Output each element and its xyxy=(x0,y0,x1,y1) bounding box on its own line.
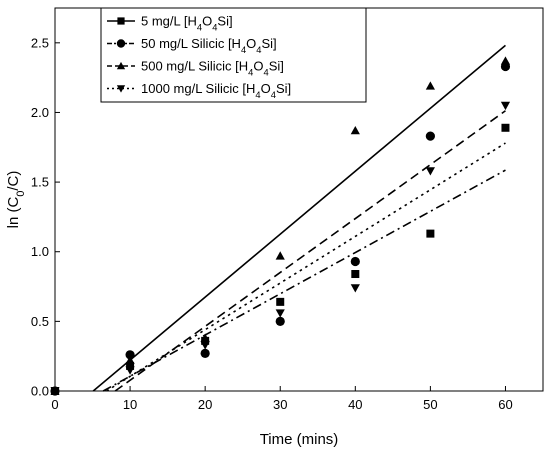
text-part: 500 mg/L Silicic [H xyxy=(141,59,248,74)
text-part: O xyxy=(246,36,256,51)
text-part: 4 xyxy=(256,45,261,55)
data-point-square xyxy=(276,297,285,306)
text-part: 4 xyxy=(212,23,217,33)
y-axis-title: ln (C0/C) xyxy=(5,171,27,229)
text-part: O xyxy=(253,59,263,74)
text-part: Si] xyxy=(276,81,291,96)
y-tick-label: 0.5 xyxy=(31,314,49,329)
x-tick-label: 0 xyxy=(51,397,58,412)
y-axis-ticks: 0.0 0.5 1.0 1.5 2.0 2.5 xyxy=(31,35,60,399)
data-point-triangle-up xyxy=(275,251,285,260)
data-point-triangle-up xyxy=(116,61,126,70)
y-tick-label: 1.5 xyxy=(31,175,49,190)
legend-entry-label: 1000 mg/L Silicic [H4O4Si] xyxy=(141,81,291,100)
data-point-square xyxy=(501,123,510,132)
text-part: 50 mg/L Silicic [H xyxy=(141,36,241,51)
text-part: 4 xyxy=(241,45,246,55)
x-tick-label: 40 xyxy=(348,397,362,412)
data-point-triangle-up xyxy=(350,125,360,135)
y-tick-label: 2.0 xyxy=(31,105,49,120)
y-axis-title-part: ln (C xyxy=(5,197,22,229)
text-part: 5 mg/L [H xyxy=(141,14,197,29)
y-tick-label: 0.0 xyxy=(31,384,49,399)
x-tick-label: 60 xyxy=(498,397,512,412)
legend-box xyxy=(100,7,367,103)
data-point-circle xyxy=(116,39,126,48)
data-point-triangle-up xyxy=(425,81,435,90)
fit-lines xyxy=(92,44,506,392)
text-part: O xyxy=(261,81,271,96)
data-point-triangle-down xyxy=(200,341,210,350)
x-axis-ticks: 0 10 20 30 40 50 60 xyxy=(51,386,513,412)
data-point-circle xyxy=(350,256,360,267)
legend-entry-label: 500 mg/L Silicic [H4O4Si] xyxy=(141,59,284,78)
data-point-circle xyxy=(125,350,135,360)
data-point-triangle-up xyxy=(200,333,210,342)
data-point-triangle-down xyxy=(116,85,126,93)
fit-line xyxy=(106,142,506,392)
data-point-square xyxy=(117,17,125,25)
data-point-triangle-down xyxy=(350,284,360,293)
data-point-triangle-down xyxy=(125,366,135,375)
text-part: O xyxy=(202,14,212,29)
x-tick-label: 10 xyxy=(123,397,137,412)
data-point-triangle-up xyxy=(500,56,511,65)
text-part: Si] xyxy=(261,36,276,51)
text-part: 1000 mg/L Silicic [H xyxy=(141,81,255,96)
y-tick-label: 1.0 xyxy=(31,244,49,259)
y-tick-label: 2.5 xyxy=(31,35,49,50)
text-part: 4 xyxy=(271,90,276,100)
text-part: Si] xyxy=(217,14,232,29)
data-point-triangle-up xyxy=(125,355,135,365)
x-tick-label: 50 xyxy=(423,397,437,412)
text-part: 4 xyxy=(197,23,202,33)
y-axis-title-part: 0 xyxy=(15,191,27,197)
data-point-triangle-down xyxy=(425,167,435,176)
x-tick-label: 20 xyxy=(198,397,212,412)
data-points xyxy=(50,56,511,396)
data-point-square xyxy=(351,270,360,279)
text-part: Si] xyxy=(269,59,284,74)
fit-line xyxy=(102,169,506,392)
fit-line xyxy=(92,44,506,392)
data-point-circle xyxy=(200,348,210,358)
text-part: 4 xyxy=(264,68,269,78)
text-part: 4 xyxy=(248,68,253,78)
fit-line xyxy=(114,110,506,392)
text-part: 4 xyxy=(255,90,260,100)
legend-entry-label: 50 mg/L Silicic [H4O4Si] xyxy=(141,36,277,55)
data-point-triangle-down xyxy=(275,309,285,318)
data-point-square xyxy=(426,229,435,238)
data-point-circle xyxy=(275,316,285,326)
y-axis-title-part: /C) xyxy=(5,171,22,191)
legend-entry-label: 5 mg/L [H4O4Si] xyxy=(141,14,233,33)
data-point-triangle-down xyxy=(500,101,511,111)
legend: 5 mg/L [H4O4Si]50 mg/L Silicic [H4O4Si]5… xyxy=(100,7,367,103)
data-point-circle xyxy=(425,131,435,141)
x-tick-label: 30 xyxy=(273,397,287,412)
x-axis-title: Time (mins) xyxy=(260,431,339,448)
data-point-square xyxy=(126,361,135,370)
